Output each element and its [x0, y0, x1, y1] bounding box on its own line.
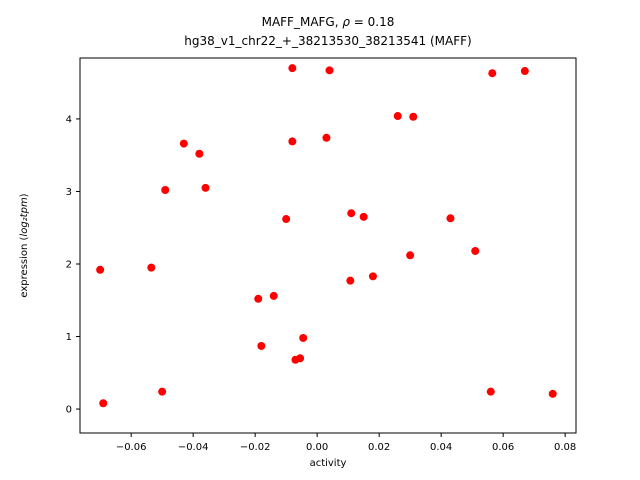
data-point — [393, 112, 402, 121]
data-point — [282, 215, 291, 224]
data-point — [488, 69, 497, 78]
x-tick-label: −0.02 — [240, 442, 271, 453]
data-point — [161, 186, 170, 195]
data-point — [347, 209, 356, 218]
data-point — [288, 64, 297, 73]
data-point — [359, 212, 368, 221]
x-tick-label: −0.06 — [116, 442, 147, 453]
data-point — [471, 246, 480, 255]
x-axis-label: activity — [310, 458, 347, 469]
data-point — [147, 263, 156, 272]
data-point — [96, 265, 105, 274]
data-point — [99, 399, 108, 408]
data-point — [406, 251, 415, 260]
data-point — [158, 387, 167, 396]
x-tick-label: 0.04 — [430, 442, 452, 453]
data-point — [548, 389, 557, 398]
data-point — [254, 294, 263, 303]
plot-title-line1: MAFF_MAFG, ρ = 0.18 — [80, 13, 576, 32]
data-point — [446, 214, 455, 223]
data-point — [179, 139, 188, 148]
y-axis-label: expression (log₂tpm) — [19, 193, 30, 297]
data-point — [195, 149, 204, 158]
title-rho-symbol: ρ — [342, 15, 350, 29]
y-tick-label: 4 — [66, 114, 72, 125]
title-text: MAFF_MAFG, — [261, 15, 343, 29]
axes-frame — [79, 57, 577, 434]
data-point — [520, 67, 529, 76]
title-correlation-value: = 0.18 — [349, 15, 395, 29]
y-tick-label: 3 — [66, 187, 72, 198]
x-tick-label: 0.06 — [492, 442, 514, 453]
data-point — [299, 333, 308, 342]
data-point — [322, 133, 331, 142]
data-point — [346, 276, 355, 285]
x-tick-label: 0.00 — [306, 442, 328, 453]
data-point — [486, 387, 495, 396]
x-tick-label: 0.02 — [368, 442, 390, 453]
data-point — [201, 183, 210, 192]
data-point — [288, 137, 297, 146]
plot-subtitle: hg38_v1_chr22_+_38213530_38213541 (MAFF) — [184, 33, 472, 48]
x-tick-label: −0.04 — [178, 442, 209, 453]
y-tick-label: 2 — [66, 259, 72, 270]
data-point — [269, 291, 278, 300]
data-point — [296, 354, 305, 363]
data-point — [368, 272, 377, 281]
data-point — [257, 341, 266, 350]
x-tick-label: 0.08 — [554, 442, 576, 453]
plot-title: MAFF_MAFG, ρ = 0.18 hg38_v1_chr22_+_3821… — [80, 13, 576, 50]
y-tick-label: 0 — [66, 405, 72, 416]
data-point — [409, 112, 418, 121]
data-point — [325, 66, 334, 75]
y-tick-label: 1 — [66, 332, 72, 343]
